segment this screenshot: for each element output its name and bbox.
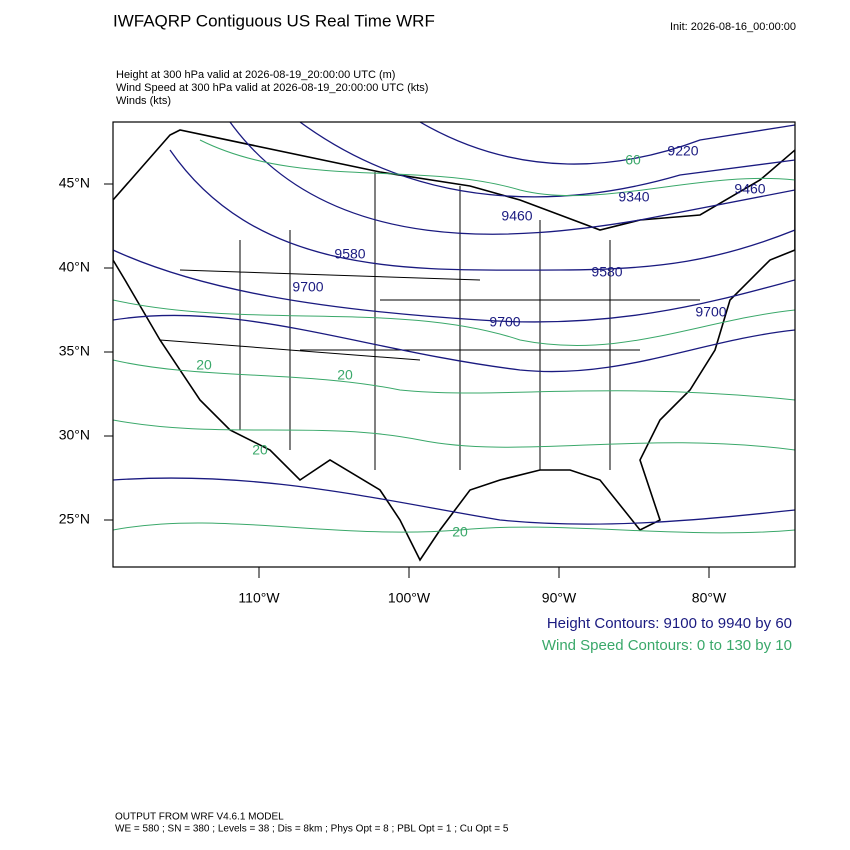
state-borders — [159, 172, 700, 470]
axis-ticks — [104, 183, 710, 578]
map-frame — [112, 121, 796, 568]
lat-label: 35°N — [59, 343, 90, 359]
lon-label: 110°W — [238, 590, 280, 606]
speed-label: 20 — [452, 524, 468, 540]
lon-label: 90°W — [542, 590, 577, 606]
height-label: 9460 — [501, 208, 532, 224]
wind-speed-contours — [113, 139, 795, 534]
speed-label: 60 — [625, 152, 641, 168]
height-label: 9700 — [489, 314, 520, 330]
height-label: 9700 — [695, 304, 726, 320]
speed-label: 20 — [196, 357, 212, 373]
height-label: 9580 — [591, 264, 622, 280]
lat-label: 40°N — [59, 259, 90, 275]
field-label: Wind Speed at 300 hPa valid at 2026-08-1… — [116, 82, 428, 94]
field-label: Winds (kts) — [116, 95, 171, 107]
init-time: Init: 2026-08-16_00:00:00 — [670, 21, 796, 33]
map: 45°N 40°N 35°N 30°N 25°N 110°W 100°W 90°… — [59, 121, 796, 606]
height-label: 9340 — [618, 189, 649, 205]
lat-label: 30°N — [59, 427, 90, 443]
speed-label: 20 — [252, 442, 268, 458]
speed-label: 20 — [337, 367, 353, 383]
title: IWFAQRP Contiguous US Real Time WRF — [113, 11, 435, 30]
lat-label: 45°N — [59, 175, 90, 191]
coastline — [113, 129, 795, 562]
lon-label: 80°W — [692, 590, 727, 606]
lat-label: 25°N — [59, 511, 90, 527]
height-label: 9460 — [734, 181, 765, 197]
lon-label: 100°W — [388, 590, 431, 606]
height-label: 9220 — [667, 143, 698, 159]
footer-model: OUTPUT FROM WRF V4.6.1 MODEL — [115, 812, 284, 823]
speed-legend: Wind Speed Contours: 0 to 130 by 10 — [542, 637, 792, 654]
field-label: Height at 300 hPa valid at 2026-08-19_20… — [116, 69, 395, 81]
height-label: 9700 — [292, 279, 323, 295]
height-label: 9580 — [334, 246, 365, 262]
footer-settings: WE = 580 ; SN = 380 ; Levels = 38 ; Dis … — [115, 824, 509, 835]
height-legend: Height Contours: 9100 to 9940 by 60 — [547, 615, 792, 632]
height-contours — [113, 122, 795, 525]
